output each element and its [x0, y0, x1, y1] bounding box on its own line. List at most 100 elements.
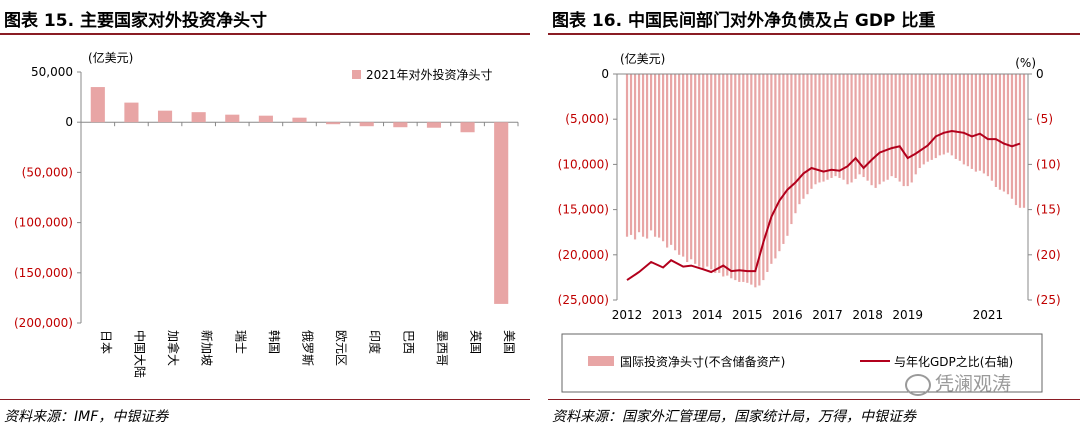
bar: [662, 74, 665, 242]
figure-title: 图表 16. 中国民间部门对外净负债及占 GDP 比重: [552, 11, 936, 31]
bar: [494, 122, 509, 304]
figure-title: 图表 15. 主要国家对外投资净头寸: [4, 11, 267, 31]
bar: [758, 74, 761, 286]
gdp-ratio-line: [626, 129, 1021, 281]
bar: [702, 74, 705, 269]
bar: [718, 74, 721, 273]
x-tick-label: 印度: [368, 330, 383, 354]
watermark: 凭澜观涛: [905, 369, 1011, 396]
bar: [814, 74, 817, 185]
bar: [678, 74, 681, 255]
y-tick-label: (100,000): [14, 216, 73, 230]
bar: [460, 122, 475, 133]
bar: [826, 74, 829, 180]
bar: [906, 74, 909, 187]
x-tick-label: 2018: [852, 308, 883, 322]
bar: [738, 74, 741, 282]
bar: [842, 74, 845, 180]
x-tick-label: 中国大陆: [132, 330, 147, 378]
legend-swatch: [352, 70, 361, 79]
right-tick-label: 0: [1036, 67, 1044, 81]
bar: [922, 74, 925, 165]
bar: [292, 117, 307, 123]
left-tick-label: (15,000): [558, 203, 609, 217]
bar: [846, 74, 849, 185]
net-position-bar-chart: (亿美元) 50,000 0 (50,000) (100,000) (150,000) (2…: [14, 50, 519, 378]
bar: [426, 122, 442, 128]
bar: [633, 74, 637, 240]
bar: [994, 74, 998, 187]
right-figure: 图表 16. 中国民间部门对外净负债及占 GDP 比重 (亿美元) (%) 0 (5,…: [548, 0, 1080, 434]
y-tick-label: 50,000: [31, 65, 73, 79]
bar: [670, 74, 673, 245]
bar: [393, 122, 408, 128]
legend-label-bars: 国际投资净头寸(不含储备资产): [620, 354, 785, 369]
right-axis-unit-label: (%): [1015, 56, 1036, 70]
right-tick-label: (10): [1036, 157, 1061, 171]
legend-swatch-bars: [588, 356, 614, 366]
bar: [782, 74, 785, 244]
bar: [770, 74, 773, 264]
bar: [806, 74, 809, 195]
bar: [982, 74, 985, 174]
wechat-icon: [905, 373, 931, 396]
left-figure: 图表 15. 主要国家对外投资净头寸 (亿美元) 50,000 0 (50,000)(…: [0, 0, 530, 434]
bar: [653, 74, 657, 237]
y-axis-unit-label: (亿美元): [88, 50, 133, 65]
bar: [910, 74, 913, 183]
x-tick-label: 2016: [772, 308, 803, 322]
bar: [882, 74, 885, 182]
bar: [954, 74, 957, 159]
bar: [778, 74, 781, 252]
bar: [710, 74, 713, 270]
bar: [790, 74, 793, 225]
bar: [834, 74, 837, 177]
bar: [998, 74, 1002, 190]
bar: [722, 74, 725, 277]
y-tick-label: (50,000): [22, 165, 73, 179]
bar: [1002, 74, 1006, 192]
x-tick-label: 加拿大: [166, 330, 181, 366]
bar: [645, 74, 649, 239]
bar: [657, 74, 661, 238]
right-tick-label: (15): [1036, 203, 1061, 217]
x-tick-label: 2021: [973, 308, 1004, 322]
source-note: 资料来源：IMF，中银证券: [4, 409, 169, 425]
title-rule: [0, 33, 530, 35]
bar: [850, 74, 853, 183]
bar: [1010, 74, 1014, 199]
bar: [946, 74, 949, 153]
bar: [822, 74, 825, 182]
x-tick-label: 俄罗斯: [301, 330, 315, 366]
bar: [694, 74, 697, 264]
right-tick-label: (25): [1036, 293, 1061, 307]
bar: [629, 74, 633, 235]
source-rule: [0, 399, 530, 400]
bar: [958, 74, 961, 161]
y-tick-label: (150,000): [14, 266, 73, 280]
x-tick-label: 美国: [502, 330, 516, 354]
bar: [918, 74, 921, 169]
x-tick-label: 2014: [692, 308, 723, 322]
bar: [930, 74, 933, 160]
bar: [686, 74, 689, 263]
bar: [862, 74, 865, 178]
bar: [774, 74, 777, 259]
legend-box: [561, 333, 1043, 393]
watermark-text: 凭澜观涛: [935, 373, 1012, 395]
bar: [898, 74, 901, 182]
bar: [830, 74, 833, 178]
bar: [874, 74, 877, 188]
legend-label: 2021年对外投资净头寸: [366, 67, 493, 82]
x-tick-label: 2017: [812, 308, 843, 322]
right-tick-label: (5): [1036, 112, 1053, 126]
bar: [649, 74, 653, 231]
left-tick-label: 0: [601, 67, 609, 81]
bar: [966, 74, 969, 167]
bar: [754, 74, 757, 288]
bar: [942, 74, 945, 155]
bar: [886, 74, 889, 180]
bar: [674, 74, 677, 251]
left-tick-label: (25,000): [558, 293, 609, 307]
source-note: 资料来源：国家外汇管理局，国家统计局，万得，中银证券: [552, 409, 916, 425]
